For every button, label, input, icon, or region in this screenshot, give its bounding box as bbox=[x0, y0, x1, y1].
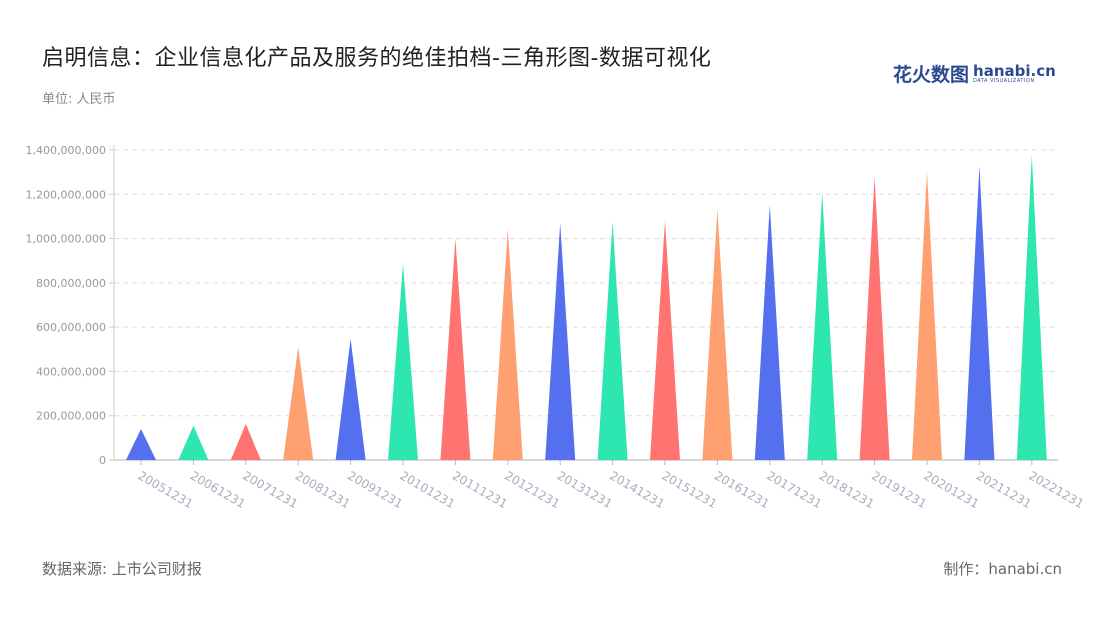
y-tick-label: 1,200,000,000 bbox=[26, 188, 106, 201]
triangle-bar[interactable] bbox=[335, 338, 366, 460]
x-tick-label: 20141231 bbox=[607, 468, 667, 511]
x-tick-label: 20171231 bbox=[764, 468, 824, 511]
triangle-bar[interactable] bbox=[964, 165, 995, 460]
triangle-bar[interactable] bbox=[283, 347, 314, 460]
triangle-bar[interactable] bbox=[702, 209, 733, 460]
triangle-bar[interactable] bbox=[178, 425, 209, 460]
triangle-bar[interactable] bbox=[754, 205, 785, 460]
x-tick-label: 20101231 bbox=[398, 468, 458, 511]
x-tick-label: 20081231 bbox=[293, 468, 353, 511]
y-tick-label: 600,000,000 bbox=[36, 321, 106, 334]
x-tick-label: 20071231 bbox=[240, 468, 300, 511]
x-tick-label: 20181231 bbox=[817, 468, 877, 511]
triangle-bar[interactable] bbox=[912, 172, 942, 460]
x-tick-label: 20131231 bbox=[555, 468, 615, 511]
triangle-bar[interactable] bbox=[126, 429, 156, 460]
triangle-bar[interactable] bbox=[230, 423, 261, 460]
chart-title: 启明信息：企业信息化产品及服务的绝佳拍档-三角形图-数据可视化 bbox=[42, 46, 712, 71]
y-tick-label: 400,000,000 bbox=[36, 365, 106, 378]
x-tick-label: 20221231 bbox=[1026, 468, 1086, 511]
x-tick-label: 20111231 bbox=[450, 468, 510, 511]
x-tick-label: 20201231 bbox=[922, 468, 982, 511]
brand-logo: 花火数图 hanabi.cn DATA VISUALIZATION bbox=[893, 60, 1056, 87]
logo-en: hanabi.cn DATA VISUALIZATION bbox=[973, 61, 1056, 84]
data-source: 数据来源: 上市公司财报 bbox=[42, 560, 202, 578]
x-tick-label: 20211231 bbox=[974, 468, 1034, 511]
logo-cn-text: 花火数图 bbox=[893, 64, 970, 86]
maker-credit: 制作：hanabi.cn bbox=[943, 560, 1062, 578]
triangle-bar[interactable] bbox=[545, 223, 576, 460]
x-tick-label: 20191231 bbox=[869, 468, 929, 511]
triangle-bar[interactable] bbox=[388, 264, 418, 460]
logo-en-text: hanabi.cn bbox=[973, 61, 1056, 80]
logo-subtext: DATA VISUALIZATION bbox=[973, 77, 1035, 84]
x-tick-label: 20051231 bbox=[136, 468, 196, 511]
x-tick-label: 20091231 bbox=[345, 468, 405, 511]
x-tick-label: 20121231 bbox=[502, 468, 562, 511]
triangle-bar[interactable] bbox=[597, 221, 628, 460]
triangle-bar[interactable] bbox=[859, 177, 890, 460]
x-tick-label: 20061231 bbox=[188, 468, 248, 511]
y-tick-label: 0 bbox=[99, 454, 106, 467]
y-tick-label: 1,000,000,000 bbox=[26, 233, 106, 246]
y-tick-label: 800,000,000 bbox=[36, 277, 106, 290]
triangle-bar[interactable] bbox=[440, 238, 471, 460]
triangle-bar[interactable] bbox=[1016, 154, 1047, 460]
triangle-bar[interactable] bbox=[650, 220, 680, 460]
y-tick-label: 1,400,000,000 bbox=[26, 144, 106, 157]
triangle-bar[interactable] bbox=[492, 229, 523, 460]
x-tick-label: 20161231 bbox=[712, 468, 772, 511]
triangle-bar[interactable] bbox=[807, 193, 838, 460]
x-tick-label: 20151231 bbox=[660, 468, 720, 511]
y-tick-label: 200,000,000 bbox=[36, 410, 106, 423]
unit-label: 单位: 人民币 bbox=[42, 92, 116, 107]
